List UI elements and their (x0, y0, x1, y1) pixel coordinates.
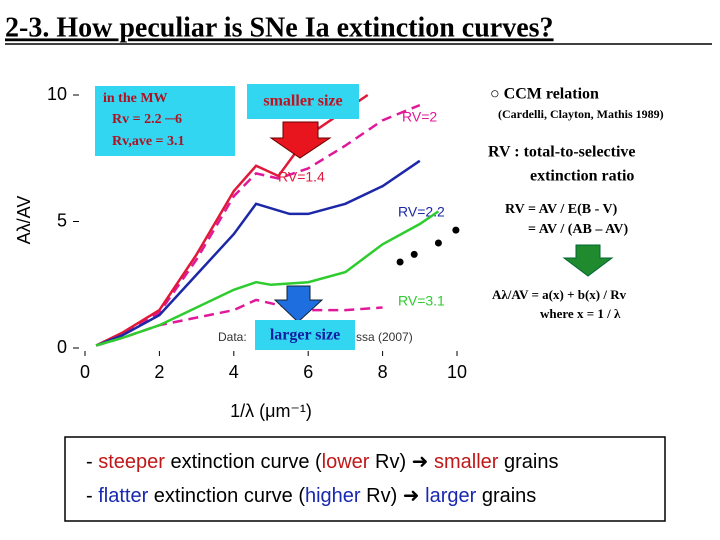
y-tick-label: 10 (47, 84, 67, 104)
curve (95, 159, 421, 347)
summary-line: - steeper extinction curve (lower Rv) ➜ … (86, 451, 558, 473)
green-arrow (562, 244, 614, 277)
x-tick-label: 10 (447, 362, 467, 382)
x-tick-label: 4 (229, 362, 239, 382)
note: RV : total-to-selective (488, 144, 636, 161)
blue-arrow (273, 285, 324, 323)
y-tick-label: 0 (57, 337, 67, 357)
note: where x = 1 / λ (540, 306, 621, 321)
larger-text: larger size (270, 327, 340, 344)
mw-box (95, 86, 235, 156)
data-point (434, 239, 442, 247)
curve (95, 103, 421, 347)
seg: grains (498, 451, 558, 473)
data-point (396, 258, 404, 266)
curve-label: RV=1.4 (278, 169, 325, 185)
seg: steeper (98, 451, 165, 473)
data-point (452, 226, 460, 234)
note: Aλ/AV = a(x) + b(x) / Rv (492, 287, 627, 302)
mw-text: in the MW (103, 91, 168, 106)
note: (Cardelli, Clayton, Mathis 1989) (498, 107, 664, 121)
note: ○ CCM relation (490, 86, 599, 103)
x-tick-label: 6 (303, 362, 313, 382)
title: 2-3. How peculiar is SNe Ia extinction c… (5, 12, 554, 43)
note: extinction ratio (530, 168, 634, 185)
seg: lower (322, 451, 370, 473)
annotation: Data: (218, 330, 247, 344)
x-axis-label: 1/λ (μm⁻¹) (230, 401, 312, 421)
curve-label: RV=2 (402, 109, 437, 125)
y-axis-label: Aλ/AV (14, 196, 34, 245)
curve-label: RV=3.1 (398, 293, 445, 309)
curve (95, 210, 440, 347)
seg: - (86, 451, 98, 473)
larger-box (255, 320, 355, 350)
smaller-text: smaller size (263, 93, 342, 110)
x-tick-label: 0 (80, 362, 90, 382)
seg: extinction curve ( (165, 451, 322, 473)
annotation: ssa (2007) (356, 330, 413, 344)
data-point (410, 250, 418, 258)
summary-box (64, 436, 666, 522)
x-tick-label: 8 (378, 362, 388, 382)
seg: extinction curve ( (148, 485, 305, 507)
plot: 0 2 4 6 8 10 0 5 10 1/λ (μm⁻¹) Aλ/AV Data: ssa (2007… (14, 84, 467, 421)
seg: Rv) ➜ (369, 451, 434, 473)
note: = AV / (AB – AV) (528, 222, 629, 237)
seg: Rv) ➜ (361, 485, 426, 507)
x-tick-label: 2 (154, 362, 164, 382)
seg: - (86, 485, 98, 507)
red-arrow (269, 121, 332, 159)
note: RV = AV / E(B - V) (505, 202, 618, 217)
curve (95, 93, 369, 347)
mw-text: Rv = 2.2 ─6 (112, 112, 182, 127)
seg: smaller (434, 451, 499, 473)
seg: flatter (98, 485, 148, 507)
mw-text: Rv,ave = 3.1 (112, 134, 185, 149)
smaller-box (247, 84, 359, 119)
seg: higher (305, 485, 361, 507)
y-tick-label: 5 (57, 210, 67, 230)
summary-line: - flatter extinction curve (higher Rv) ➜… (86, 485, 536, 507)
seg: larger (425, 485, 476, 507)
seg: grains (476, 485, 536, 507)
